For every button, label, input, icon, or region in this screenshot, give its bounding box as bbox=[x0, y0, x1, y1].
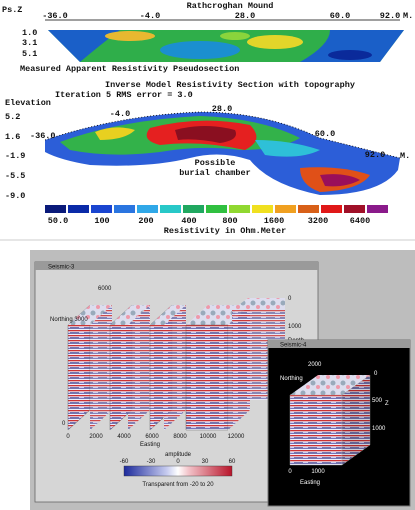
z-title: Z bbox=[385, 401, 389, 407]
x-label: 28.0 bbox=[212, 104, 232, 114]
x-label: 92.0 bbox=[365, 150, 385, 160]
x-label: 1000 bbox=[311, 469, 325, 475]
scale-label: 400 bbox=[181, 216, 196, 226]
x-label: 6000 bbox=[145, 434, 159, 440]
y-label: Elevation bbox=[5, 98, 51, 108]
x-label: 28.0 bbox=[235, 11, 255, 21]
x-label: 12000 bbox=[228, 434, 245, 440]
label: 0 bbox=[62, 421, 66, 427]
x-title: Easting bbox=[140, 442, 160, 448]
model-section bbox=[44, 111, 401, 195]
color-scale bbox=[45, 205, 388, 213]
y-label: -1.9 bbox=[5, 151, 25, 161]
x-label: -36.0 bbox=[42, 11, 68, 21]
scale-label: 100 bbox=[94, 216, 109, 226]
scale-label: 200 bbox=[138, 216, 153, 226]
caption: Measured Apparent Resistivity Pseudosect… bbox=[20, 64, 239, 74]
depth-label: 0 bbox=[288, 296, 292, 302]
y-label: 1.0 bbox=[22, 28, 37, 38]
annotation: burial chamber bbox=[179, 168, 250, 178]
scale-label: 800 bbox=[222, 216, 237, 226]
x-label: 4000 bbox=[117, 434, 131, 440]
z-label: 0 bbox=[374, 371, 378, 377]
y-label: -9.0 bbox=[5, 191, 25, 201]
x-label: -4.0 bbox=[110, 109, 130, 119]
y-label: Ps.Z bbox=[2, 5, 22, 15]
title: Rathcroghan Mound bbox=[187, 1, 274, 11]
z-label: 1000 bbox=[372, 426, 386, 432]
y-label: 5.1 bbox=[22, 49, 37, 59]
x-label: 0 bbox=[288, 469, 292, 475]
window-seismic4: Seismic-4 2000 Northing 0 500 Z 1000 0 1… bbox=[267, 339, 411, 507]
x-label: 8000 bbox=[173, 434, 187, 440]
x-label: 92.0 bbox=[380, 11, 400, 21]
x-label: 60.0 bbox=[315, 129, 335, 139]
z-label: 500 bbox=[372, 398, 383, 404]
x-label: M. bbox=[403, 11, 413, 21]
x-label: -4.0 bbox=[140, 11, 160, 21]
y-label: -5.5 bbox=[5, 171, 25, 181]
pseudosection bbox=[48, 30, 404, 62]
x-label: 10000 bbox=[200, 434, 217, 440]
window-seismic3: Seismic-3 6000 Northing 3000 0 0 2000 40… bbox=[34, 261, 319, 503]
label: Northing 3000 bbox=[50, 317, 88, 323]
subtitle: Iteration 5 RMS error = 3.0 bbox=[55, 90, 193, 100]
scale-label: 50.0 bbox=[48, 216, 68, 226]
x-label: 0 bbox=[66, 434, 70, 440]
seismic-cube bbox=[289, 374, 371, 466]
colorbar-label: -60 bbox=[120, 459, 129, 465]
x-label: M. bbox=[400, 151, 410, 161]
x-label: 60.0 bbox=[330, 11, 350, 21]
y-label: 5.2 bbox=[5, 112, 20, 122]
depth-label: 1000 bbox=[288, 324, 302, 330]
window-title: Seismic-3 bbox=[48, 265, 75, 271]
colorbar-note: Transparent from -20 to 20 bbox=[142, 482, 214, 488]
label: 2000 bbox=[308, 362, 322, 368]
colorbar-label: 60 bbox=[229, 459, 236, 465]
colorbar bbox=[123, 465, 233, 477]
window-title: Seismic-4 bbox=[280, 343, 307, 349]
colorbar-label: 0 bbox=[176, 459, 180, 465]
colorbar-title: amplitude bbox=[165, 452, 192, 458]
scale-label: 6400 bbox=[350, 216, 370, 226]
label: Northing bbox=[280, 376, 303, 382]
x-title: Easting bbox=[300, 480, 320, 486]
colorbar-label: 30 bbox=[202, 459, 209, 465]
label: 6000 bbox=[98, 286, 112, 292]
seismic-cube bbox=[67, 298, 285, 431]
x-label: 2000 bbox=[89, 434, 103, 440]
y-label: 3.1 bbox=[22, 38, 37, 48]
scale-label: 1600 bbox=[264, 216, 284, 226]
y-label: 1.6 bbox=[5, 132, 20, 142]
title: Inverse Model Resistivity Section with t… bbox=[105, 80, 355, 90]
x-label: -36.0 bbox=[30, 131, 56, 141]
annotation: Possible bbox=[195, 158, 236, 168]
scale-title: Resistivity in Ohm.Meter bbox=[164, 226, 286, 236]
scale-label: 3200 bbox=[308, 216, 328, 226]
colorbar-label: -30 bbox=[147, 459, 156, 465]
